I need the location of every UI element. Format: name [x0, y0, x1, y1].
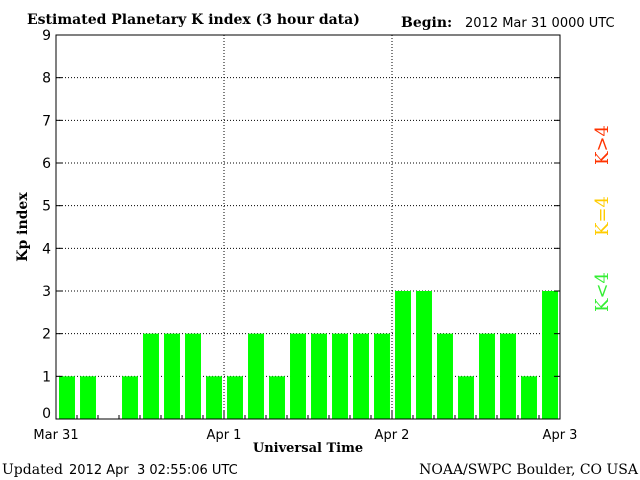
begin-value: 2012 Mar 31 0000 UTC: [465, 16, 615, 31]
source-credit: NOAA/SWPC Boulder, CO USA: [419, 462, 639, 478]
kp-bar: [374, 333, 390, 419]
y-tick-label: 5: [42, 199, 51, 215]
kp-bar: [332, 333, 348, 419]
y-tick-label: 7: [42, 113, 51, 129]
kp-bar: [143, 333, 159, 419]
x-tick-label: Mar 31: [33, 428, 78, 443]
y-tick-label: 8: [42, 71, 51, 87]
kp-bar: [227, 376, 243, 419]
updated-label: Updated: [2, 462, 63, 478]
legend-entry: K>4: [592, 125, 613, 165]
kp-bar: [248, 333, 264, 419]
y-axis: 0 1 2 3 4 5 6 7 8 9: [42, 28, 560, 422]
x-tick-label: Apr 1: [207, 428, 242, 443]
kp-bar: [269, 376, 285, 419]
y-tick-label: 6: [42, 156, 51, 172]
kp-bar: [59, 376, 75, 419]
chart-title: Estimated Planetary K index (3 hour data…: [27, 12, 360, 28]
kp-bar: [542, 291, 558, 419]
kp-bar: [416, 291, 432, 419]
bars: [59, 291, 558, 419]
y-tick-label: 1: [42, 369, 51, 385]
kp-bar: [290, 333, 306, 419]
kp-bar: [479, 333, 495, 419]
y-tick-label: 4: [42, 241, 51, 257]
x-tick-label: Apr 2: [375, 428, 410, 443]
x-axis: Mar 31 Apr 1 Apr 2 Apr 3: [33, 411, 577, 443]
kp-bar: [500, 333, 516, 419]
y-tick-label: 9: [42, 28, 51, 44]
x-axis-label: Universal Time: [253, 441, 363, 456]
y-axis-label: Kp index: [15, 192, 31, 262]
kp-bar: [311, 333, 327, 419]
kp-bar: [122, 376, 138, 419]
y-tick-label: 3: [42, 284, 51, 300]
begin-label: Begin:: [401, 15, 452, 31]
legend: K<4 K=4 K>4: [592, 125, 613, 312]
x-tick-label: Apr 3: [543, 428, 578, 443]
y-tick-label: 2: [42, 327, 51, 343]
updated-value: 2012 Apr 3 02:55:06 UTC: [69, 463, 238, 478]
kp-bar: [458, 376, 474, 419]
legend-entry: K<4: [592, 272, 613, 312]
y-tick-label: 0: [42, 406, 51, 422]
kp-bar: [164, 333, 180, 419]
kp-bar: [185, 333, 201, 419]
kp-bar: [206, 376, 222, 419]
kp-bar: [521, 376, 537, 419]
kp-bar: [395, 291, 411, 419]
legend-entry: K=4: [592, 196, 613, 236]
kp-bar: [437, 333, 453, 419]
kp-bar: [353, 333, 369, 419]
kp-bar: [80, 376, 96, 419]
gridlines: [56, 35, 560, 419]
